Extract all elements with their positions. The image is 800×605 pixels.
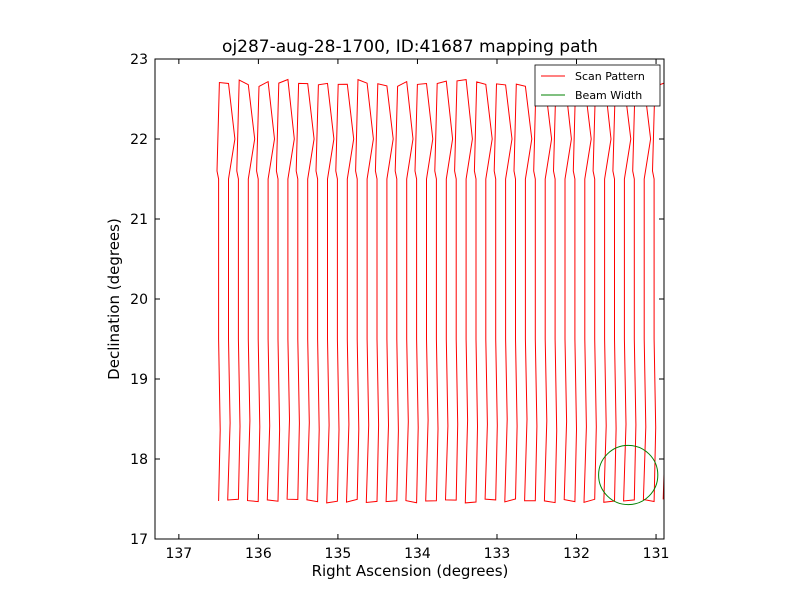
legend-label-beam-width: Beam Width (575, 89, 642, 102)
x-tick-label: 136 (245, 546, 272, 562)
y-axis: 17 18 19 20 21 22 23 (130, 52, 664, 548)
y-tick-label: 21 (130, 212, 148, 228)
plot-area (216, 78, 664, 506)
y-axis-label: Declination (degrees) (105, 218, 123, 380)
x-tick-label: 137 (165, 546, 192, 562)
y-tick-label: 23 (130, 52, 148, 68)
y-tick-label: 20 (130, 292, 148, 308)
y-tick-label: 22 (130, 132, 148, 148)
y-tick-label: 18 (130, 452, 148, 468)
x-axis-label: Right Ascension (degrees) (312, 562, 509, 580)
legend-box (534, 64, 661, 107)
chart-title: oj287-aug-28-1700, ID:41687 mapping path (222, 37, 598, 57)
x-axis: 137 136 135 134 133 132 131 (165, 59, 669, 562)
x-tick-label: 131 (643, 546, 670, 562)
x-tick-label: 134 (404, 546, 431, 562)
x-tick-label: 135 (325, 546, 352, 562)
x-tick-label: 132 (563, 546, 590, 562)
legend-label-scan-pattern: Scan Pattern (575, 70, 645, 83)
y-tick-label: 17 (130, 532, 148, 548)
y-tick-label: 19 (130, 372, 148, 388)
beam-width-circle (598, 444, 659, 506)
legend: Scan Pattern Beam Width (534, 64, 661, 107)
x-tick-label: 133 (484, 546, 511, 562)
scan-pattern-line (216, 78, 664, 504)
